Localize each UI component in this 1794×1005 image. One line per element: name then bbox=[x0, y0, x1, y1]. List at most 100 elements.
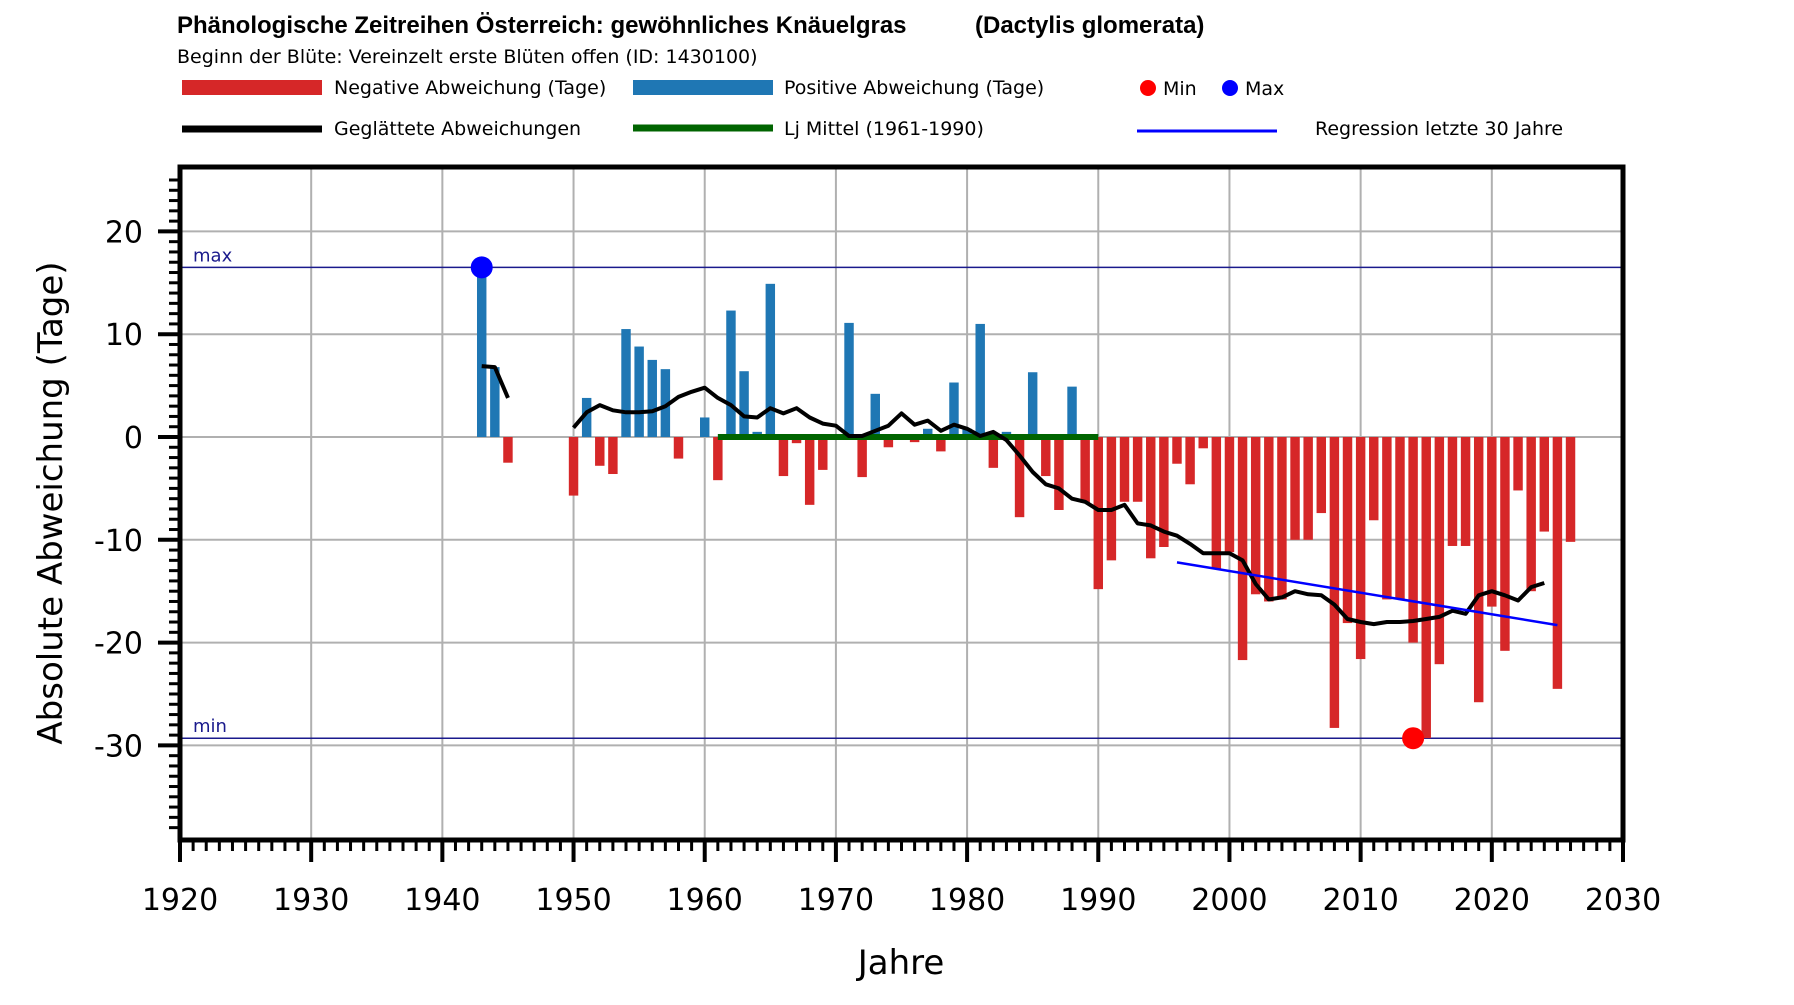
x-tick-label: 2020 bbox=[1454, 883, 1530, 918]
x-tick-label: 2010 bbox=[1322, 883, 1398, 918]
deviation-bar bbox=[1080, 437, 1090, 503]
deviation-bar bbox=[949, 382, 959, 437]
min-marker bbox=[1402, 727, 1425, 750]
deviation-bar bbox=[1395, 437, 1405, 600]
deviation-bar bbox=[818, 437, 828, 470]
x-tick-label: 1950 bbox=[535, 883, 611, 918]
y-axis-label: Absolute Abweichung (Tage) bbox=[31, 261, 71, 744]
deviation-bar bbox=[778, 437, 789, 477]
deviation-bar bbox=[595, 437, 605, 466]
chart-title: Phänologische Zeitreihen Österreich: gew… bbox=[177, 12, 907, 39]
x-tick-label: 1930 bbox=[273, 883, 349, 918]
deviation-bar bbox=[1460, 437, 1471, 546]
deviation-bar bbox=[1132, 437, 1143, 502]
x-tick-label: 2030 bbox=[1585, 883, 1661, 918]
legend-max-label: Max bbox=[1245, 78, 1284, 100]
y-tick-label: -30 bbox=[94, 729, 143, 764]
tick-labels: 1920 1930 1940 1950 1960 1970 1980 1990 2000 2010… bbox=[94, 215, 1661, 918]
deviation-bar bbox=[1565, 437, 1576, 542]
deviation-bar bbox=[1316, 437, 1327, 514]
deviation-bar bbox=[503, 437, 513, 463]
x-tick-label: 1940 bbox=[404, 883, 480, 918]
deviation-bar bbox=[1264, 437, 1274, 602]
deviation-bar bbox=[1290, 437, 1300, 540]
deviation-bar bbox=[1408, 437, 1418, 643]
deviation-bar bbox=[975, 323, 985, 437]
deviation-bar bbox=[1369, 437, 1379, 521]
deviation-bar bbox=[1421, 437, 1431, 739]
min-reference-label: min bbox=[193, 716, 227, 737]
legend-smoothed-label: Geglättete Abweichungen bbox=[334, 118, 581, 140]
series-lines bbox=[481, 364, 1558, 627]
deviation-bar bbox=[1067, 386, 1077, 437]
deviation-bar bbox=[1159, 437, 1169, 547]
deviation-bar bbox=[608, 437, 618, 475]
x-tick-label: 1970 bbox=[798, 883, 874, 918]
y-tick-label: -10 bbox=[94, 524, 143, 559]
legend-regression-label: Regression letzte 30 Jahre bbox=[1315, 118, 1563, 140]
deviation-bar bbox=[490, 367, 500, 437]
legend-mean-label: Lj Mittel (1961-1990) bbox=[784, 118, 984, 140]
deviation-bar bbox=[1342, 437, 1353, 624]
deviation-bar bbox=[857, 437, 867, 478]
deviation-bar bbox=[1119, 437, 1130, 502]
deviation-bar bbox=[700, 417, 710, 437]
chart-subtitle: Beginn der Blüte: Vereinzelt erste Blüte… bbox=[177, 46, 758, 68]
deviation-bar bbox=[1500, 437, 1510, 651]
deviation-bar bbox=[1146, 437, 1156, 559]
deviation-bar bbox=[568, 437, 579, 496]
deviation-bar bbox=[1473, 437, 1484, 703]
legend-min-marker bbox=[1140, 80, 1156, 96]
max-marker bbox=[470, 256, 493, 279]
deviation-bar bbox=[923, 428, 933, 437]
deviation-bar bbox=[1447, 437, 1458, 546]
legend-max-marker bbox=[1222, 80, 1238, 96]
reference-lines: max min bbox=[180, 245, 1623, 739]
legend: Negative Abweichung (Tage) Positive Abwe… bbox=[182, 77, 1563, 140]
deviation-bar bbox=[1237, 437, 1248, 661]
deviation-bar bbox=[936, 437, 946, 452]
deviation-bar bbox=[1014, 437, 1025, 518]
deviation-bar bbox=[1513, 437, 1523, 491]
legend-min-label: Min bbox=[1163, 78, 1197, 100]
x-tick-label: 1920 bbox=[142, 883, 218, 918]
deviation-bar bbox=[1487, 437, 1497, 607]
deviation-bar bbox=[1211, 437, 1222, 569]
deviation-bar bbox=[962, 428, 972, 437]
deviation-bar bbox=[1303, 437, 1313, 540]
deviation-bar bbox=[870, 393, 880, 437]
deviation-bar bbox=[1224, 437, 1235, 553]
deviation-bar bbox=[1382, 437, 1392, 600]
x-tick-label: 2000 bbox=[1191, 883, 1267, 918]
y-tick-label: 10 bbox=[105, 318, 143, 353]
deviation-bar bbox=[1093, 437, 1103, 590]
extreme-markers bbox=[470, 256, 1425, 750]
smoothed-line bbox=[481, 364, 510, 399]
deviation-bar bbox=[1277, 437, 1287, 600]
deviation-bar bbox=[1526, 437, 1536, 592]
x-tick-label: 1990 bbox=[1060, 883, 1136, 918]
deviation-bars bbox=[476, 267, 1576, 739]
y-tick-label: -20 bbox=[94, 627, 143, 662]
deviation-bar bbox=[988, 437, 999, 468]
deviation-bar bbox=[673, 437, 684, 459]
deviation-bar bbox=[1041, 437, 1051, 477]
deviation-bar bbox=[791, 437, 802, 444]
deviation-bar bbox=[883, 437, 894, 448]
deviation-bar bbox=[804, 437, 815, 505]
deviation-bar bbox=[634, 346, 644, 437]
deviation-bar bbox=[1329, 437, 1340, 728]
deviation-bar bbox=[1106, 437, 1117, 561]
deviation-bar bbox=[647, 359, 657, 437]
deviation-bar bbox=[660, 369, 671, 437]
legend-positive-swatch bbox=[633, 80, 773, 95]
deviation-bar bbox=[1539, 437, 1550, 532]
legend-negative-swatch bbox=[182, 80, 322, 95]
max-reference-label: max bbox=[193, 245, 233, 266]
deviation-bar bbox=[1172, 437, 1182, 464]
smoothed-line bbox=[571, 385, 1545, 627]
deviation-bar bbox=[713, 437, 723, 481]
legend-positive-label: Positive Abweichung (Tage) bbox=[784, 77, 1044, 99]
deviation-bar bbox=[1027, 372, 1038, 437]
